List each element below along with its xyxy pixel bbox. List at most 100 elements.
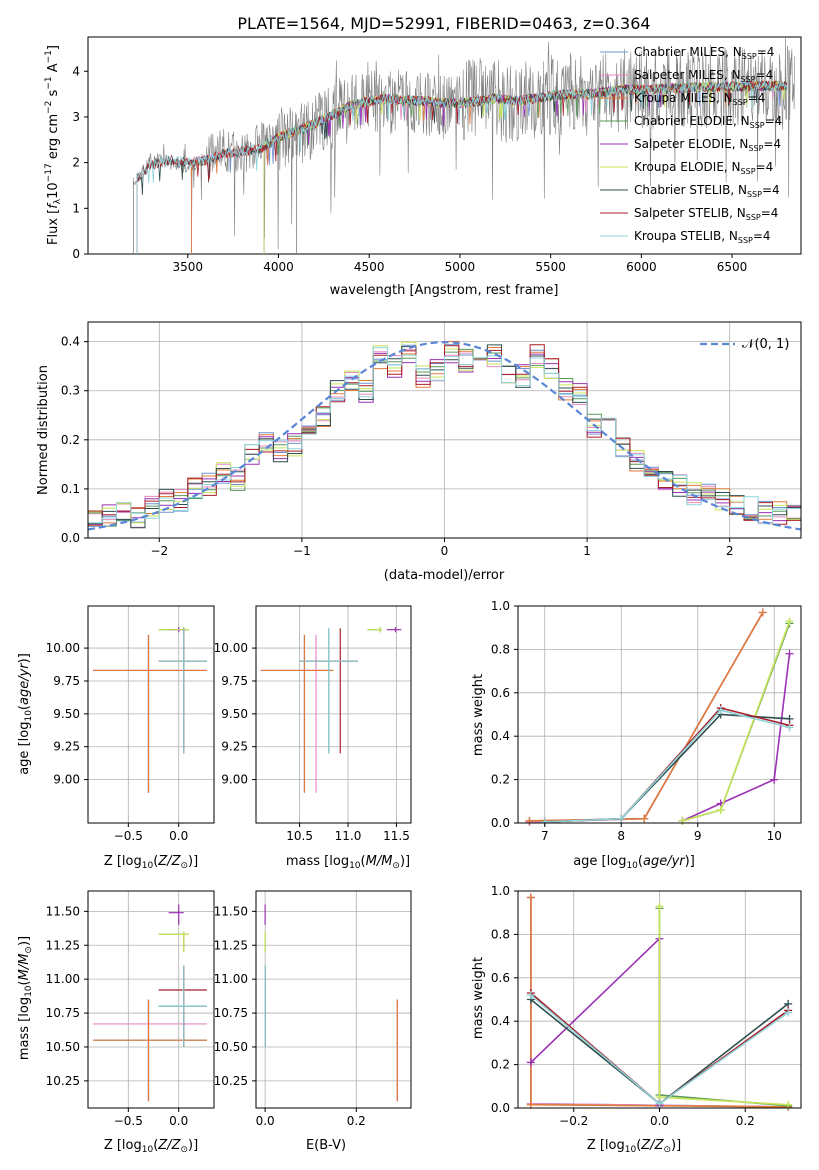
residual-histograms [88,340,801,529]
weight-vs-age-point [758,608,767,617]
spectrum-xtick-label: 5500 [535,260,566,274]
spectrum-legend-label: Kroupa MILES, NSSP=4 [634,91,765,107]
mass-vs-Z-ytick-label: 10.75 [46,1006,80,1020]
weight-vs-Z-ytick-label: 0.0 [491,1101,510,1115]
age-vs-Z-ytick-label: 9.00 [53,773,80,787]
weight-vs-age-point [678,816,687,825]
age-vs-mass-marks [260,627,402,793]
spectrum-ticks: 3500 4000 4500 5000 5500 6000 6500 0 1 2 3 4 [72,64,747,274]
weight-age-xlabel: age [log10(age/yr)] [573,854,695,871]
mass-vs-Z-xtick-label: −0.5 [114,1114,143,1128]
age-vs-mass-ytick-label: 9.75 [221,674,248,688]
age-vs-Z-ytick-label: 10.00 [46,641,80,655]
weight-vs-Z-ytick-label: 0.2 [491,1058,510,1072]
weight-vs-age-point [640,814,649,823]
weight-vs-Z-point [526,1100,535,1109]
weight-vs-Z-point [784,1100,793,1109]
weight-vs-age-xtick-label: 10 [767,829,782,843]
age-vs-Z-xtick-label: 0.0 [169,829,188,843]
mass-vs-Z-ytick-label: 10.25 [46,1074,80,1088]
spectrum-legend: Chabrier MILES, NSSP=4 Salpeter MILES, NS… [600,45,782,245]
mass-vs-Z-marks [93,904,207,1102]
spectrum-model-line [136,80,787,184]
weight-vs-age-marks [525,608,794,826]
weight-vs-Z-marks [526,893,793,1111]
age-vs-Z-panel: −0.5 0.0 9.00 9.25 9.50 9.75 10.00 [46,605,215,843]
age-vs-Z-xtick-label: −0.5 [114,829,143,843]
weight-z-xlabel: Z [log10(Z/Z⊙)] [587,1138,681,1155]
weight-vs-age-point [785,723,794,732]
residual-histogram [88,344,801,525]
age-vs-Z-ytick-label: 9.50 [53,707,80,721]
mass-vs-ebv-ytick-label: 11.50 [214,904,248,918]
figure-title: PLATE=1564, MJD=52991, FIBERID=0463, z=0… [237,14,650,33]
mass-vs-Z-ytick-label: 11.00 [46,972,80,986]
age-vs-mass-ytick-label: 9.25 [221,740,248,754]
residual-xtick-label: 0 [441,544,449,558]
spectrum-ytick-label: 1 [72,201,80,215]
residual-xtick-label: 2 [726,544,734,558]
mass-vs-ebv-ytick-label: 11.25 [214,938,248,952]
residual-xtick-label: 1 [583,544,591,558]
mass-vs-ebv-panel: 0.0 0.2 10.25 10.50 10.75 11.00 11.25 11.50 [214,890,412,1128]
mass-vs-Z-ytick-label: 10.50 [46,1040,80,1054]
mass-vs-ebv-marks [264,904,398,1102]
mass-vs-Z-panel: −0.5 0.0 10.25 10.50 10.75 11.00 11.25 11.50 [46,890,215,1128]
residual-histogram [88,347,801,525]
age-vs-mass-ytick-label: 9.50 [221,707,248,721]
spectrum-ytick-label: 4 [72,64,80,78]
age-vs-mass-frame [255,605,412,824]
spectrum-legend-label: Salpeter ELODIE, NSSP=4 [634,137,781,153]
weight-vs-age-point [785,649,794,658]
weight-vs-Z-point [526,1058,535,1067]
weight-vs-Z-line [658,908,789,1107]
weight-vs-Z-line [530,936,661,1106]
weight-vs-age-point [525,816,534,825]
weight-vs-age-ytick-label: 0.8 [491,642,510,656]
residual-ytick-label: 0.0 [61,531,80,545]
residual-ytick-label: 0.1 [61,482,80,496]
mass-vs-Z-xtick-label: 0.0 [169,1114,188,1128]
age-vs-Z-ytick-label: 9.25 [53,740,80,754]
weight-vs-age-ytick-label: 1.0 [491,599,510,613]
weight-vs-age-xtick-label: 8 [617,829,625,843]
spectrum-legend-label: Kroupa STELIB, NSSP=4 [634,229,771,245]
weight-vs-Z-xtick-label: −0.2 [559,1114,588,1128]
age-vs-mass-xtick-label: 11.5 [383,829,410,843]
spectrum-xtick-label: 3500 [173,260,204,274]
residual-ticks: −2 −1 0 1 2 0.0 0.1 0.2 0.3 0.4 [61,335,734,558]
weight-vs-Z-point [655,1099,664,1108]
residual-panel: −2 −1 0 1 2 0.0 0.1 0.2 0.3 0.4 𝒩(0, 1) (data-mod… [36,321,802,583]
weight-age-ylabel: mass weight [471,674,486,756]
weight-vs-age-xtick-label: 7 [541,829,549,843]
residual-xtick-label: −1 [293,544,311,558]
weight-vs-age-panel: 7 8 9 10 0.0 0.2 0.4 0.6 0.8 1.0 [491,599,802,843]
weight-vs-age-point [617,814,626,823]
spectrum-legend-label: Kroupa ELODIE, NSSP=4 [634,160,773,176]
weight-vs-Z-point [655,902,664,911]
weight-vs-Z-ytick-label: 1.0 [491,884,510,898]
residual-ytick-label: 0.4 [61,335,80,349]
weight-vs-age-ytick-label: 0.4 [491,729,510,743]
spectrum-lines [132,36,796,254]
spectrum-legend-label: Chabrier MILES, NSSP=4 [634,45,774,61]
spectrum-legend-label: Salpeter MILES, NSSP=4 [634,68,773,84]
weight-vs-Z-xtick-label: 0.2 [736,1114,755,1128]
age-vs-Z-frame [87,605,215,824]
mass-z-ylabel: mass [log10(M/M⊙)] [17,936,34,1060]
weight-vs-age-ytick-label: 0.0 [491,816,510,830]
weight-vs-age-line [682,653,791,822]
spectrum-xtick-label: 6500 [717,260,748,274]
age-vs-mass-ytick-label: 10.00 [214,641,248,655]
residual-xlabel: (data-model)/error [384,568,505,583]
spectrum-xtick-label: 6000 [626,260,657,274]
weight-vs-age-point [716,706,725,715]
age-vs-mass-xtick-label: 10.5 [286,829,313,843]
weight-vs-Z-xtick-label: 0.0 [650,1114,669,1128]
mass-vs-ebv-ytick-label: 11.00 [214,972,248,986]
weight-vs-age-ytick-label: 0.6 [491,686,510,700]
mass-vs-Z-frame [87,890,215,1109]
age-vs-mass-ytick-label: 9.00 [221,773,248,787]
weight-vs-Z-panel: −0.2 0.0 0.2 0.0 0.2 0.4 0.6 0.8 1.0 [491,884,802,1128]
weight-vs-age-line [544,709,790,823]
